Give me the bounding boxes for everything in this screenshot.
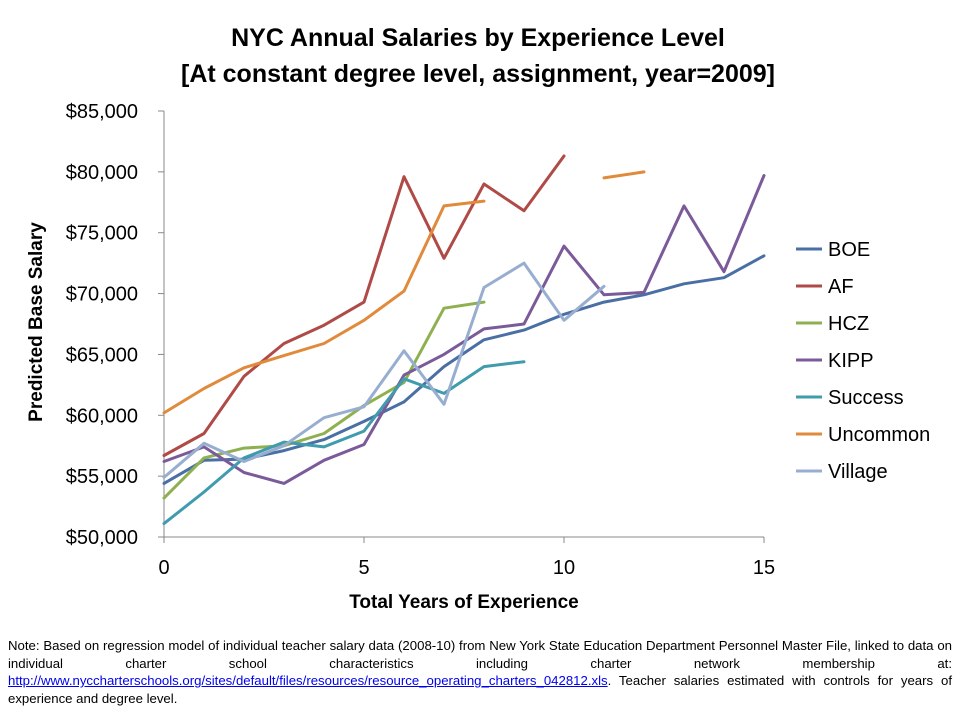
series-line-uncommon: [602, 170, 646, 180]
series-line-uncommon: [162, 199, 486, 415]
chart-title: NYC Annual Salaries by Experience Level: [231, 24, 725, 52]
x-axis-ticks: 0 5 10 15: [158, 537, 775, 579]
series-lines: [162, 154, 766, 526]
chart-subtitle: [At constant degree level, assignment, y…: [181, 60, 775, 88]
x-tick-label: 15: [753, 557, 775, 579]
legend-label-uncommon: Uncommon: [828, 424, 930, 446]
x-tick-label: 5: [358, 557, 369, 579]
y-tick-label: $70,000: [66, 284, 138, 306]
x-tick-label: 10: [553, 557, 575, 579]
footnote-text-end: . Teacher salaries estimated with contro…: [8, 673, 952, 706]
y-axis-ticks: $50,000 $55,000 $60,000 $65,000 $70,000 $75,0…: [66, 101, 164, 549]
y-tick-label: $75,000: [66, 223, 138, 245]
legend-label-village: Village: [828, 461, 888, 483]
series-line-success: [162, 360, 526, 526]
legend-label-boe: BOE: [828, 239, 870, 261]
x-tick-label: 0: [158, 557, 169, 579]
footnote-text: Note: Based on regression model of indiv…: [8, 638, 952, 671]
legend-label-hcz: HCZ: [828, 313, 869, 335]
line-chart: NYC Annual Salaries by Experience Level …: [26, 24, 930, 613]
y-tick-label: $80,000: [66, 162, 138, 184]
legend-label-kipp: KIPP: [828, 350, 874, 372]
footnote: Note: Based on regression model of indiv…: [8, 637, 952, 707]
source-link[interactable]: http://www.nyccharterschools.org/sites/d…: [8, 673, 608, 688]
series-line-hcz: [162, 300, 486, 500]
y-tick-label: $65,000: [66, 344, 138, 366]
legend-label-success: Success: [828, 387, 904, 409]
y-tick-label: $55,000: [66, 466, 138, 488]
y-tick-label: $50,000: [66, 527, 138, 549]
series-line-village: [162, 261, 606, 479]
y-tick-label: $60,000: [66, 405, 138, 427]
y-axis-label: Predicted Base Salary: [26, 222, 47, 422]
legend-label-af: AF: [828, 276, 854, 298]
series-line-af: [162, 154, 566, 457]
y-tick-label: $85,000: [66, 101, 138, 123]
legend: BOE AF HCZ KIPP Success Uncommon Village: [796, 239, 930, 483]
x-axis-label: Total Years of Experience: [349, 592, 579, 613]
